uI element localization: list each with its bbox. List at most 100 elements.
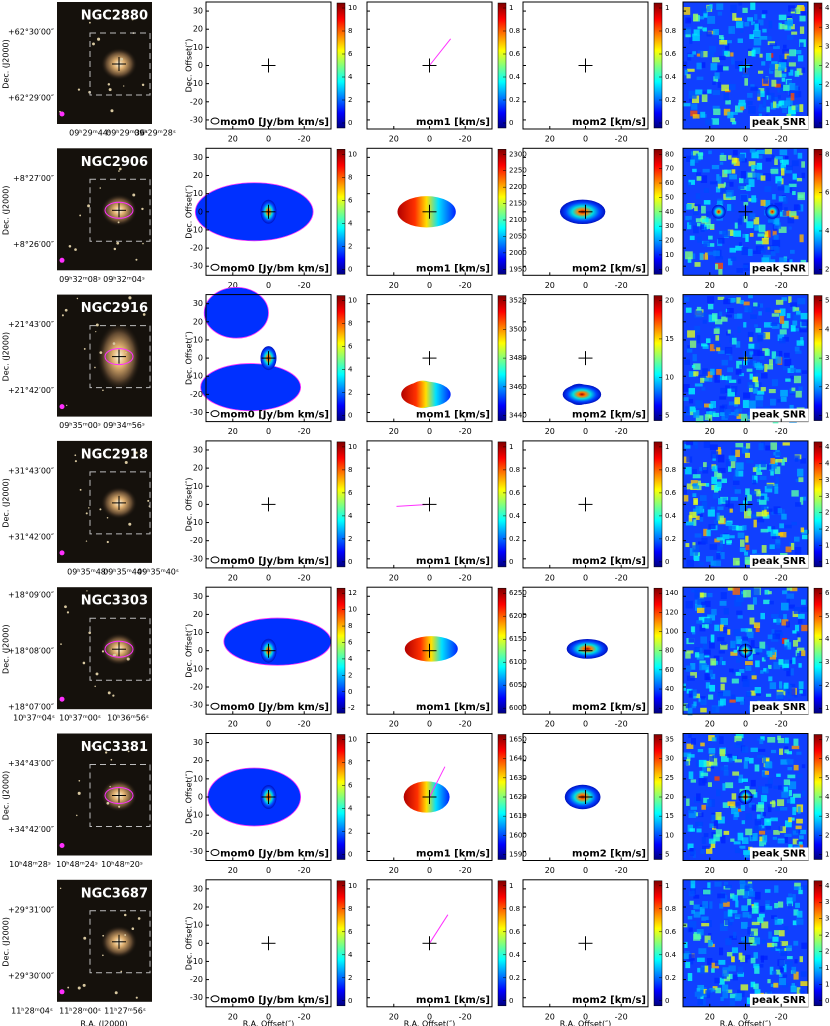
- snr-noise: [750, 314, 757, 320]
- snr-noise: [760, 670, 764, 674]
- snr-noise: [793, 536, 800, 542]
- snr-noise: [686, 203, 692, 210]
- panel-label: mom0 [Jy/bm km/s]: [220, 702, 329, 713]
- snr-noise: [744, 936, 750, 944]
- snr-noise: [701, 205, 706, 214]
- snr-noise: [719, 539, 723, 547]
- y-tick-label: 30: [193, 884, 203, 893]
- snr-noise: [727, 909, 733, 917]
- snr-noise: [725, 500, 730, 508]
- snr-noise: [685, 521, 694, 526]
- colorbar-tick-label: 0.2: [509, 535, 520, 543]
- snr-noise: [751, 675, 757, 680]
- colorbar-tick-label: 10: [665, 251, 674, 259]
- snr-noise: [698, 374, 706, 378]
- snr-noise: [729, 993, 737, 999]
- snr-noise: [688, 690, 693, 698]
- snr-noise: [693, 363, 701, 370]
- snr-noise: [753, 952, 758, 959]
- snr-noise: [687, 916, 693, 920]
- optical-panel: NGC2916: [57, 294, 152, 417]
- field-box: [89, 910, 151, 974]
- x-tick-label: 0: [427, 427, 432, 436]
- snr-noise: [747, 248, 753, 257]
- snr-noise: [708, 524, 716, 530]
- colorbar-tick-label: 1: [509, 4, 513, 12]
- snr-noise: [758, 311, 762, 316]
- snr-noise: [737, 532, 745, 539]
- snr-noise: [783, 356, 790, 361]
- x-tick-label: 20: [545, 1012, 555, 1021]
- snr-noise: [773, 830, 780, 835]
- snr-noise: [773, 785, 781, 790]
- snr-noise: [686, 483, 693, 490]
- snr-noise: [799, 42, 804, 48]
- ra-tick-label: 11ʰ27ᵐ56ˢ: [104, 1006, 146, 1015]
- snr-noise: [789, 404, 794, 412]
- snr-noise: [711, 164, 720, 170]
- snr-noise: [793, 909, 799, 916]
- snr-noise: [731, 694, 736, 700]
- snr-noise: [794, 70, 800, 77]
- snr-noise: [766, 650, 773, 657]
- colorbar-tick-label: 0.6: [509, 928, 521, 936]
- snr-noise: [686, 441, 694, 446]
- snr-noise: [765, 822, 771, 830]
- snr-noise: [706, 463, 711, 469]
- snr-noise: [753, 380, 759, 387]
- snr-noise: [769, 544, 775, 550]
- snr-noise: [737, 38, 743, 43]
- snr-noise: [750, 747, 758, 753]
- snr-noise: [762, 812, 766, 817]
- snr-noise: [714, 484, 720, 492]
- snr-noise: [723, 92, 729, 101]
- snr-noise: [688, 754, 695, 758]
- snr-noise: [740, 640, 748, 647]
- snr-noise: [770, 251, 776, 257]
- star: [110, 109, 114, 113]
- snr-noise: [722, 984, 729, 992]
- colorbar: [497, 587, 507, 714]
- colorbar-tick-label: 0: [348, 265, 352, 273]
- star: [137, 917, 141, 920]
- snr-noise: [729, 699, 736, 703]
- star: [109, 785, 111, 788]
- snr-noise: [734, 993, 742, 1000]
- beam: [59, 404, 65, 410]
- x-tick-label: 0: [266, 427, 271, 436]
- snr-noise: [766, 484, 774, 489]
- snr-noise: [732, 669, 739, 674]
- snr-noise: [776, 773, 781, 777]
- beam: [59, 257, 65, 263]
- snr-noise: [736, 268, 743, 273]
- snr-noise: [720, 677, 727, 683]
- y-tick-label: -30: [190, 262, 203, 271]
- snr-noise: [718, 650, 725, 654]
- snr-noise: [697, 999, 703, 1005]
- colorbar-tick-label: 0.2: [665, 974, 676, 982]
- snr-noise: [784, 207, 788, 211]
- snr-noise: [702, 901, 709, 909]
- snr-noise: [694, 693, 701, 699]
- colorbar-tick-label: 10: [348, 443, 357, 451]
- beam: [210, 995, 220, 1003]
- snr-noise: [743, 589, 751, 598]
- x-tick-label: -20: [459, 135, 472, 144]
- snr-noise: [790, 375, 798, 380]
- snr-noise: [742, 7, 748, 13]
- snr-noise: [788, 62, 796, 67]
- colorbar-tick-label: 0: [509, 119, 513, 127]
- snr-noise: [734, 735, 742, 743]
- snr-noise: [801, 172, 806, 179]
- snr-noise: [759, 840, 767, 847]
- colorbar-tick-label: 6000: [509, 704, 527, 712]
- snr-noise: [735, 594, 744, 602]
- snr-noise: [721, 661, 726, 666]
- star: [74, 454, 77, 457]
- star: [135, 451, 138, 454]
- snr-noise: [742, 940, 748, 945]
- snr-noise: [697, 749, 704, 753]
- snr-noise: [689, 411, 694, 416]
- snr-noise: [763, 200, 771, 207]
